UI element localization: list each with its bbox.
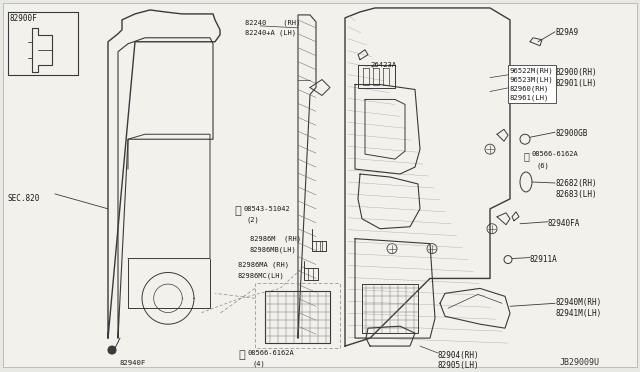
Text: Ⓢ: Ⓢ	[524, 151, 530, 161]
Text: 26423A: 26423A	[370, 62, 396, 68]
Text: 82240    (RH): 82240 (RH)	[245, 20, 300, 26]
Text: B29A9: B29A9	[555, 28, 578, 37]
Text: 82682(RH): 82682(RH)	[555, 179, 596, 188]
Text: 82986MC(LH): 82986MC(LH)	[238, 272, 285, 279]
Text: Ⓢ: Ⓢ	[234, 206, 241, 216]
Text: (4): (4)	[252, 361, 265, 368]
Text: 82240+A (LH): 82240+A (LH)	[245, 30, 296, 36]
Text: 82986M  (RH): 82986M (RH)	[250, 236, 301, 242]
Text: 96522M(RH)
96523M(LH)
82960(RH)
82961(LH): 96522M(RH) 96523M(LH) 82960(RH) 82961(LH…	[510, 68, 554, 101]
Text: 82911A: 82911A	[530, 254, 557, 264]
Text: 82986MA (RH): 82986MA (RH)	[238, 262, 289, 268]
Text: 82905(LH): 82905(LH)	[438, 361, 479, 370]
Text: 82900(RH): 82900(RH)	[555, 68, 596, 77]
Circle shape	[108, 346, 116, 354]
Text: 82940F: 82940F	[120, 360, 147, 366]
Text: 82900GB: 82900GB	[555, 129, 588, 138]
Text: 82941M(LH): 82941M(LH)	[555, 309, 601, 318]
Text: 08543-51042: 08543-51042	[244, 206, 291, 212]
Text: 82986MB(LH): 82986MB(LH)	[250, 247, 297, 253]
Text: 82901(LH): 82901(LH)	[555, 78, 596, 87]
Text: 08566-6162A: 08566-6162A	[532, 151, 579, 157]
Text: SEC.820: SEC.820	[8, 194, 40, 203]
Text: 82900F: 82900F	[10, 14, 38, 23]
Text: 82904(RH): 82904(RH)	[438, 351, 479, 360]
Text: 82940FA: 82940FA	[548, 219, 580, 228]
Text: (2): (2)	[247, 217, 260, 223]
Text: 82940M(RH): 82940M(RH)	[555, 298, 601, 307]
Text: Ⓢ: Ⓢ	[238, 350, 244, 360]
Text: JB29009U: JB29009U	[560, 358, 600, 367]
Text: (6): (6)	[536, 162, 548, 169]
Text: 08566-6162A: 08566-6162A	[248, 350, 295, 356]
Text: 82683(LH): 82683(LH)	[555, 190, 596, 199]
